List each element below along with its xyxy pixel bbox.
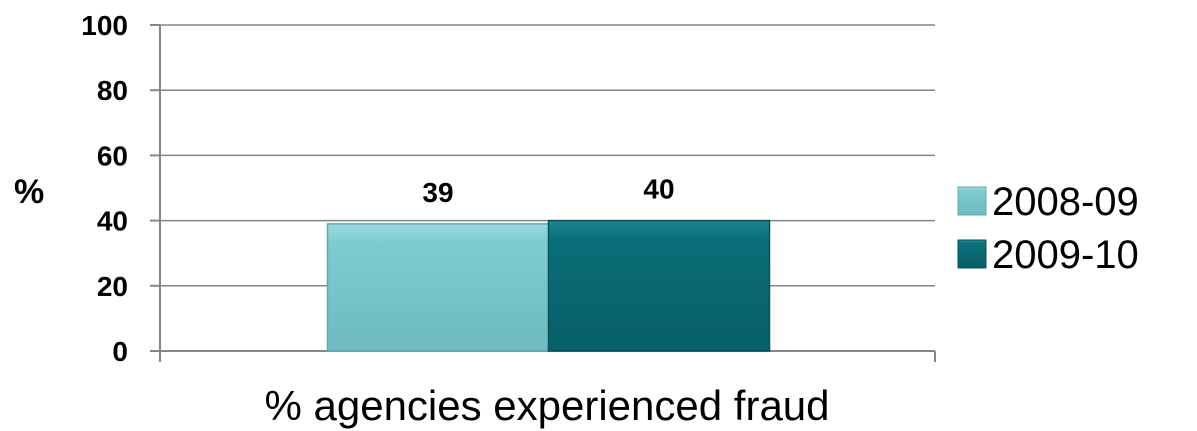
legend: 2008-09 2009-10 — [957, 180, 1139, 277]
data-label: 39 — [422, 177, 453, 208]
legend-swatch — [957, 239, 987, 269]
y-tick-label: 80 — [97, 75, 128, 106]
legend-swatch — [957, 186, 987, 216]
y-tick-label: 0 — [112, 336, 128, 367]
y-tick-label: 20 — [97, 271, 128, 302]
gridlines — [150, 24, 935, 352]
data-labels: 39 40 — [422, 174, 674, 208]
y-tick-label: 100 — [81, 10, 128, 41]
legend-label: 2008-09 — [992, 180, 1139, 224]
legend-label: 2009-10 — [992, 233, 1139, 277]
bars — [326, 219, 771, 352]
y-tick-labels: 0 20 40 60 80 100 — [81, 10, 128, 367]
bar-2008-09 — [326, 223, 550, 352]
x-axis-label: % agencies experienced fraud — [264, 382, 829, 429]
y-tick-label: 40 — [97, 206, 128, 237]
data-label: 40 — [643, 174, 674, 205]
y-axis-label: % — [14, 173, 44, 211]
bar-2009-10 — [547, 219, 771, 352]
y-tick-label: 60 — [97, 140, 128, 171]
